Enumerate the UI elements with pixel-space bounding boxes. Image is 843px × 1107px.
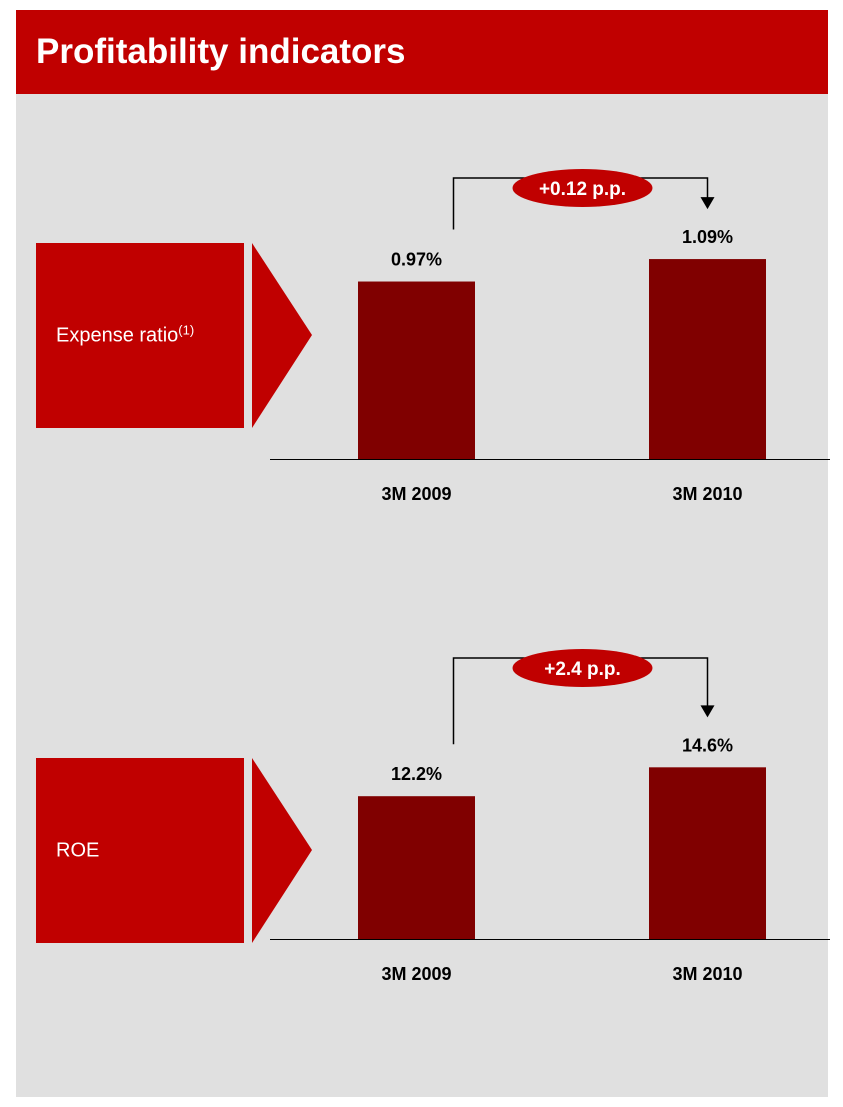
expense-ratio-category-label-2: 3M 2010 bbox=[672, 484, 742, 504]
roe-label-text: ROE bbox=[56, 839, 100, 861]
expense-ratio-bar-1 bbox=[358, 281, 475, 459]
roe-category-label-1: 3M 2009 bbox=[381, 964, 451, 984]
expense-ratio-change-arrowhead bbox=[700, 197, 715, 210]
title-bar: Profitability indicators bbox=[16, 10, 828, 94]
roe-change-badge-label: +2.4 p.p. bbox=[544, 659, 621, 680]
roe-chart: 12.2% 14.6% +2.4 p.p. 3M 2009 3M 2010 bbox=[270, 649, 830, 984]
expense-ratio-label: Expense ratio(1) bbox=[56, 322, 195, 347]
expense-ratio-chart: 0.97% 1.09% +0.12 p.p. 3M 2009 3M 2010 bbox=[270, 169, 830, 504]
roe-value-label-2: 14.6% bbox=[682, 735, 733, 755]
expense-ratio-bar-2 bbox=[649, 259, 766, 459]
roe-bar-1 bbox=[358, 796, 475, 939]
page-title: Profitability indicators bbox=[36, 32, 406, 71]
expense-ratio-value-label-2: 1.09% bbox=[682, 227, 733, 247]
roe-arrow-shape bbox=[252, 758, 312, 943]
footnote-marker: (1) bbox=[178, 322, 195, 337]
expense-ratio-value-label-1: 0.97% bbox=[391, 250, 442, 270]
expense-ratio-chart-svg: 0.97% 1.09% +0.12 p.p. 3M 2009 3M 2010 bbox=[270, 169, 830, 504]
expense-ratio-arrow-shape bbox=[252, 243, 312, 428]
expense-ratio-category-label-1: 3M 2009 bbox=[381, 484, 451, 504]
roe-label-box: ROE bbox=[36, 758, 244, 943]
expense-ratio-change-badge-label: +0.12 p.p. bbox=[539, 179, 626, 200]
expense-ratio-label-box: Expense ratio(1) bbox=[36, 243, 244, 428]
roe-value-label-1: 12.2% bbox=[391, 764, 442, 784]
roe-change-arrowhead bbox=[700, 705, 715, 718]
roe-chart-svg: 12.2% 14.6% +2.4 p.p. 3M 2009 3M 2010 bbox=[270, 649, 830, 984]
roe-bar-2 bbox=[649, 767, 766, 939]
expense-ratio-change-badge bbox=[512, 169, 653, 207]
expense-ratio-label-text: Expense ratio bbox=[56, 324, 179, 346]
roe-change-badge bbox=[512, 649, 653, 687]
roe-label: ROE bbox=[56, 839, 99, 862]
roe-category-label-2: 3M 2010 bbox=[672, 964, 742, 984]
